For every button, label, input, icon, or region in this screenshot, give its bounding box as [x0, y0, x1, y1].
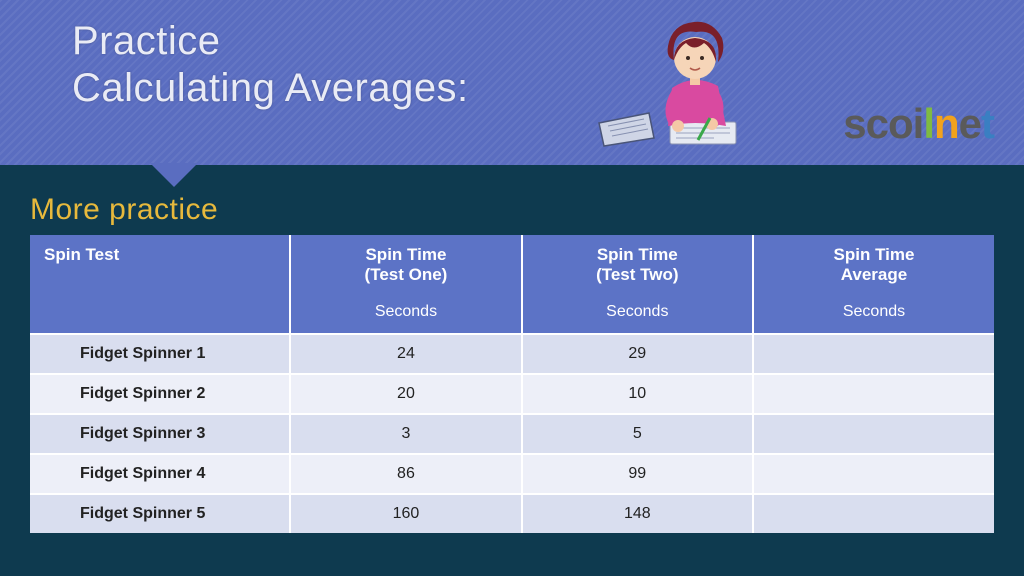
- spin-data-table: Spin Test Spin Time (Test One) Seconds S…: [30, 235, 994, 533]
- logo-seg-5: t: [981, 100, 994, 147]
- col-header-spin-test: Spin Test: [30, 235, 290, 334]
- section-subheading: More practice: [30, 193, 1024, 227]
- table-header-row: Spin Test Spin Time (Test One) Seconds S…: [30, 235, 994, 334]
- row-value-cell: [753, 454, 994, 494]
- row-value-cell: 5: [522, 414, 753, 454]
- row-name-cell: Fidget Spinner 4: [30, 454, 290, 494]
- banner-pointer: [150, 163, 198, 187]
- table-row: Fidget Spinner 335: [30, 414, 994, 454]
- logo-seg-4: e: [959, 100, 981, 147]
- row-name-cell: Fidget Spinner 3: [30, 414, 290, 454]
- row-value-cell: 160: [290, 494, 521, 533]
- row-value-cell: 99: [522, 454, 753, 494]
- col-header-test-two: Spin Time (Test Two) Seconds: [522, 235, 753, 334]
- row-name-cell: Fidget Spinner 1: [30, 334, 290, 374]
- row-value-cell: [753, 374, 994, 414]
- data-table-container: Spin Test Spin Time (Test One) Seconds S…: [0, 235, 1024, 533]
- table-row: Fidget Spinner 12429: [30, 334, 994, 374]
- col-unit: Seconds: [760, 303, 988, 321]
- col-unit: Seconds: [529, 303, 746, 321]
- table-body: Fidget Spinner 12429Fidget Spinner 22010…: [30, 334, 994, 533]
- row-value-cell: 86: [290, 454, 521, 494]
- row-value-cell: 29: [522, 334, 753, 374]
- col-header-test-one: Spin Time (Test One) Seconds: [290, 235, 521, 334]
- table-row: Fidget Spinner 22010: [30, 374, 994, 414]
- row-value-cell: 24: [290, 334, 521, 374]
- title-banner: Practice Calculating Averages:: [0, 0, 1024, 165]
- row-value-cell: [753, 494, 994, 533]
- scoilnet-logo: scoilnet: [843, 100, 994, 148]
- page-title: Practice Calculating Averages:: [72, 18, 1024, 112]
- logo-seg-2: l: [923, 100, 934, 147]
- col-header-average: Spin Time Average Seconds: [753, 235, 994, 334]
- table-row: Fidget Spinner 5160148: [30, 494, 994, 533]
- col-unit: Seconds: [297, 303, 514, 321]
- row-value-cell: 148: [522, 494, 753, 533]
- col-sublabel: (Test One): [365, 265, 448, 284]
- row-value-cell: 3: [290, 414, 521, 454]
- col-label: Spin Test: [44, 245, 119, 264]
- table-row: Fidget Spinner 48699: [30, 454, 994, 494]
- col-label: Spin Time: [834, 245, 915, 264]
- row-name-cell: Fidget Spinner 5: [30, 494, 290, 533]
- girl-writing-illustration: [594, 18, 764, 158]
- row-value-cell: [753, 414, 994, 454]
- col-label: Spin Time: [365, 245, 446, 264]
- col-sublabel: (Test Two): [596, 265, 678, 284]
- row-value-cell: 20: [290, 374, 521, 414]
- row-value-cell: 10: [522, 374, 753, 414]
- row-value-cell: [753, 334, 994, 374]
- logo-seg-1: scoi: [843, 100, 923, 147]
- title-line-2: Calculating Averages:: [72, 66, 469, 110]
- title-line-1: Practice: [72, 19, 221, 63]
- col-sublabel: Average: [841, 265, 907, 284]
- col-label: Spin Time: [597, 245, 678, 264]
- logo-seg-3: n: [934, 100, 959, 147]
- row-name-cell: Fidget Spinner 2: [30, 374, 290, 414]
